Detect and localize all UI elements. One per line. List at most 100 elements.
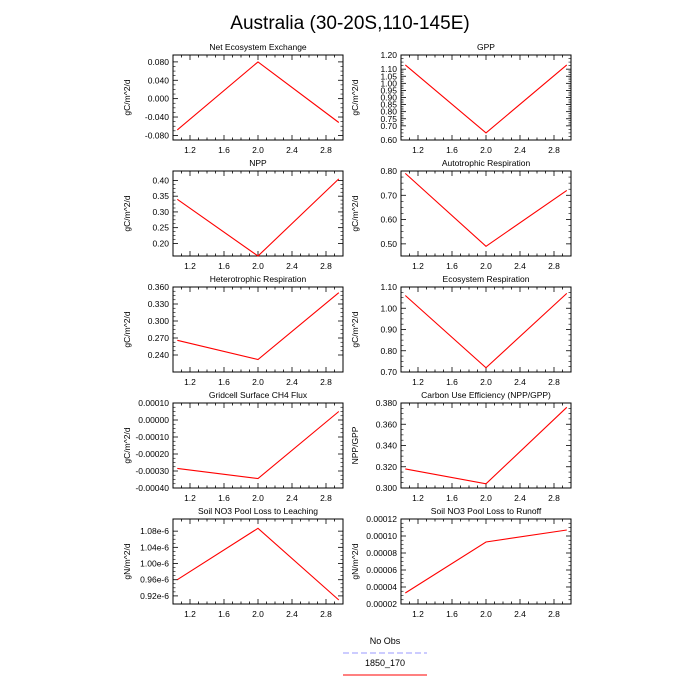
- x-tick-label: 2.8: [548, 493, 560, 503]
- y-tick-label: 0.96e-6: [140, 575, 169, 585]
- y-tick-label: 0.240: [148, 350, 170, 360]
- y-tick-label: 0.80: [380, 346, 397, 356]
- y-tick-label: 1.00e-6: [140, 559, 169, 569]
- x-tick-label: 2.0: [252, 377, 264, 387]
- y-axis-label: gN/m^2/d: [350, 543, 360, 579]
- x-tick-label: 2.4: [286, 377, 298, 387]
- x-tick-label: 2.0: [480, 261, 492, 271]
- y-tick-label: 0.000: [148, 94, 170, 104]
- series-line: [404, 64, 568, 134]
- x-tick-label: 2.8: [320, 609, 332, 619]
- y-axis-label: gC/m^2/d: [122, 427, 132, 463]
- y-tick-label: 1.10: [380, 64, 397, 74]
- x-tick-label: 2.0: [252, 145, 264, 155]
- x-tick-label: 2.0: [480, 377, 492, 387]
- y-tick-label: 0.320: [376, 462, 398, 472]
- y-tick-label: 0.00010: [366, 531, 397, 541]
- panel-frame: [172, 518, 344, 605]
- x-tick-label: 1.2: [184, 377, 196, 387]
- y-tick-label: -0.00040: [135, 483, 169, 493]
- x-tick-label: 2.8: [548, 377, 560, 387]
- y-tick-label: 1.05: [380, 71, 397, 81]
- x-tick-label: 2.0: [480, 609, 492, 619]
- y-tick-label: 0.70: [380, 367, 397, 377]
- panel-5: Heterotrophic Respiration gC/m^2/d 1.2 1.6 2…: [122, 274, 344, 387]
- panel-frame: [172, 54, 344, 141]
- y-tick-label: 0.25: [152, 223, 169, 233]
- y-tick-label: 0.040: [148, 75, 170, 85]
- x-tick-label: 2.0: [480, 145, 492, 155]
- x-tick-label: 2.8: [548, 261, 560, 271]
- x-tick-label: 1.2: [184, 493, 196, 503]
- x-tick-label: 2.8: [548, 609, 560, 619]
- y-tick-label: -0.00020: [135, 449, 169, 459]
- legend: No Obs 1850_170: [343, 636, 427, 676]
- y-tick-label: 0.00008: [366, 548, 397, 558]
- x-tick-label: 2.0: [252, 261, 264, 271]
- panel-title: Soil NO3 Pool Loss to Runoff: [431, 506, 542, 516]
- y-tick-label: -0.040: [145, 112, 169, 122]
- y-tick-label: 0.70: [380, 121, 397, 131]
- panel-frame: [400, 518, 572, 605]
- y-axis-label: NPP/GPP: [350, 426, 360, 464]
- x-tick-label: 2.0: [252, 493, 264, 503]
- y-axis-label: gC/m^2/d: [122, 195, 132, 231]
- x-tick-label: 2.4: [286, 493, 298, 503]
- panel-7: Gridcell Surface CH4 Flux gC/m^2/d 1.2 1.6 2…: [122, 390, 344, 503]
- y-tick-label: 0.080: [148, 57, 170, 67]
- y-axis-label: gC/m^2/d: [350, 195, 360, 231]
- x-tick-label: 1.2: [184, 609, 196, 619]
- x-tick-label: 1.6: [218, 261, 230, 271]
- x-tick-label: 2.8: [548, 145, 560, 155]
- y-tick-label: 0.00000: [138, 415, 169, 425]
- y-tick-label: 0.300: [376, 483, 398, 493]
- panel-10: Soil NO3 Pool Loss to Runoff gN/m^2/d 1.2 1…: [350, 506, 572, 619]
- x-tick-label: 2.8: [320, 145, 332, 155]
- y-axis-label: gC/m^2/d: [122, 311, 132, 347]
- y-tick-label: 0.85: [380, 100, 397, 110]
- panel-title: Soil NO3 Pool Loss to Leaching: [198, 506, 318, 516]
- figure-title: Australia (30-20S,110-145E): [230, 13, 469, 34]
- panel-title: Carbon Use Efficiency (NPP/GPP): [421, 390, 551, 400]
- x-tick-label: 2.8: [320, 377, 332, 387]
- x-tick-label: 2.0: [480, 493, 492, 503]
- x-tick-label: 2.4: [514, 609, 526, 619]
- panel-title: Autotrophic Respiration: [442, 158, 531, 168]
- panel-frame: [172, 170, 344, 257]
- series-line: [405, 406, 568, 485]
- panel-6: Ecosystem Respiration gC/m^2/d 1.2 1.6 2.0 2.…: [350, 274, 572, 387]
- x-tick-label: 1.2: [412, 377, 424, 387]
- y-tick-label: 1.20: [380, 50, 397, 60]
- y-tick-label: 0.330: [148, 299, 170, 309]
- y-tick-label: 1.08e-6: [140, 526, 169, 536]
- series-line: [177, 527, 340, 601]
- y-tick-label: 0.00012: [366, 514, 397, 524]
- series-line: [177, 292, 340, 361]
- panel-4: Autotrophic Respiration gC/m^2/d 1.2 1.6 2.0…: [350, 158, 572, 271]
- y-tick-label: 0.90: [380, 325, 397, 335]
- y-tick-label: 0.75: [380, 114, 397, 124]
- y-tick-label: 0.360: [376, 419, 398, 429]
- panel-frame: [400, 54, 572, 141]
- panel-title: GPP: [477, 42, 495, 52]
- y-tick-label: 0.70: [380, 190, 397, 200]
- y-tick-label: 0.340: [376, 441, 398, 451]
- y-axis-label: gC/m^2/d: [350, 311, 360, 347]
- x-tick-label: 2.4: [286, 261, 298, 271]
- x-tick-label: 1.6: [446, 377, 458, 387]
- y-tick-label: 0.20: [152, 238, 169, 248]
- y-tick-label: 0.300: [148, 316, 170, 326]
- panel-title: Ecosystem Respiration: [443, 274, 530, 284]
- y-tick-label: 0.60: [380, 215, 397, 225]
- series-line: [404, 292, 568, 369]
- x-tick-label: 1.6: [446, 493, 458, 503]
- series-line: [404, 172, 568, 248]
- y-tick-label: 0.40: [152, 175, 169, 185]
- y-tick-label: 0.60: [380, 135, 397, 145]
- y-tick-label: 0.380: [376, 398, 398, 408]
- y-tick-label: 0.00002: [366, 599, 397, 609]
- legend-label: No Obs: [370, 636, 401, 646]
- x-tick-label: 1.2: [184, 145, 196, 155]
- y-axis-label: gC/m^2/d: [350, 79, 360, 115]
